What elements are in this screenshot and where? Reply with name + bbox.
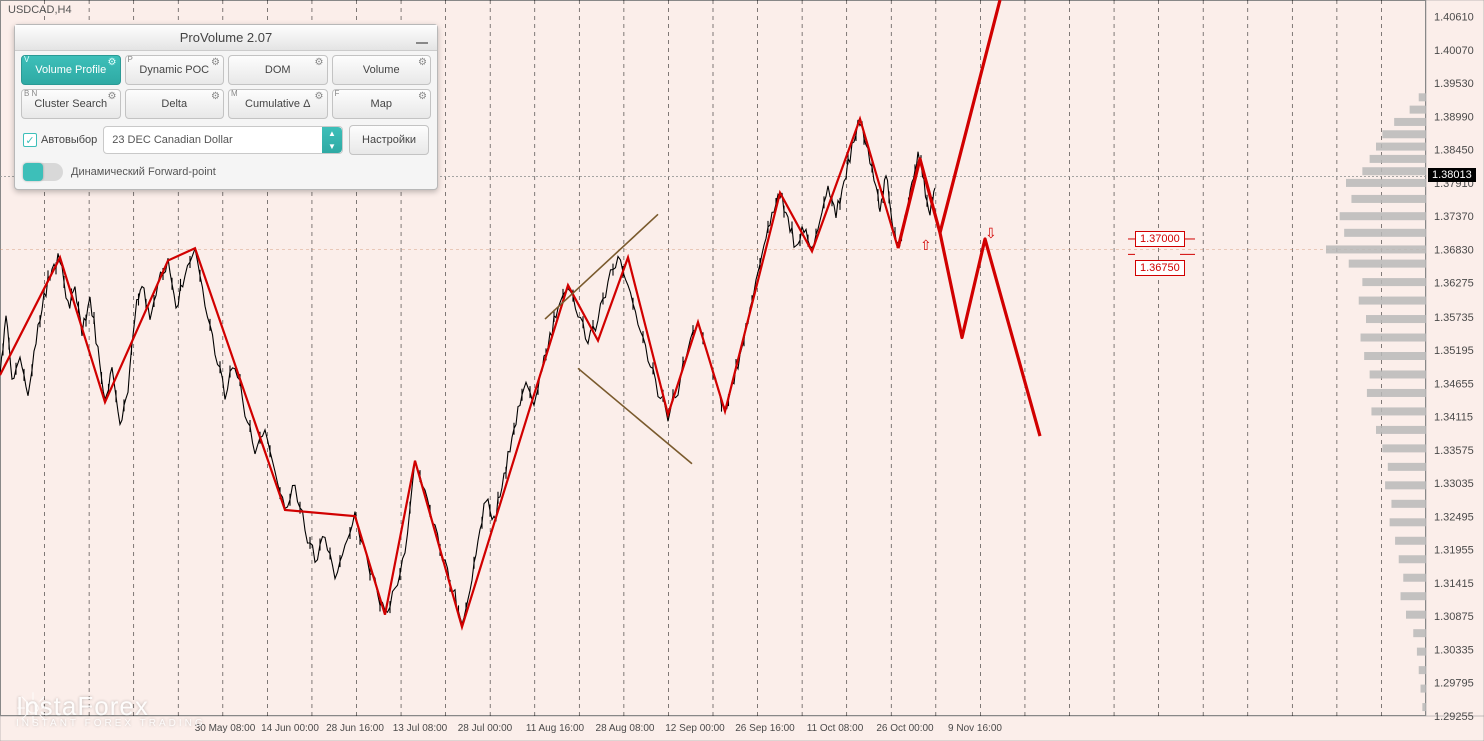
- watermark: InstaForex INSTANT FOREX TRADING: [16, 691, 206, 729]
- gear-icon[interactable]: ⚙: [418, 57, 427, 68]
- svg-text:1.31415: 1.31415: [1434, 578, 1474, 590]
- gear-icon[interactable]: ⚙: [211, 91, 220, 102]
- autoselect-label: Автовыбор: [41, 134, 97, 146]
- up-arrow-icon: ⇧: [920, 237, 932, 254]
- gear-icon[interactable]: ⚙: [418, 91, 427, 102]
- panel-btn-cumulative-[interactable]: MCumulative Δ⚙: [228, 89, 328, 119]
- spin-down-icon[interactable]: ▼: [322, 140, 342, 153]
- svg-text:1.37370: 1.37370: [1434, 211, 1474, 223]
- svg-text:28 Aug 08:00: 28 Aug 08:00: [596, 723, 655, 734]
- panel-btn-dom[interactable]: DOM⚙: [228, 55, 328, 85]
- svg-text:9 Nov 16:00: 9 Nov 16:00: [948, 723, 1002, 734]
- svg-text:1.35735: 1.35735: [1434, 312, 1474, 324]
- minimize-button[interactable]: [413, 32, 431, 44]
- symbol-label: USDCAD,H4: [8, 4, 72, 16]
- panel-btn-cluster-search[interactable]: B NCluster Search⚙: [21, 89, 121, 119]
- forward-point-label: Динамический Forward-point: [71, 166, 216, 178]
- autoselect-checkbox[interactable]: ✓ Автовыбор: [23, 133, 97, 147]
- svg-text:1.31955: 1.31955: [1434, 545, 1474, 557]
- svg-text:1.40610: 1.40610: [1434, 12, 1474, 24]
- svg-text:26 Oct 00:00: 26 Oct 00:00: [876, 723, 934, 734]
- svg-text:1.36830: 1.36830: [1434, 244, 1474, 256]
- svg-text:1.34655: 1.34655: [1434, 378, 1474, 390]
- svg-text:1.35195: 1.35195: [1434, 345, 1474, 357]
- svg-text:1.29255: 1.29255: [1434, 711, 1474, 723]
- panel-btn-delta[interactable]: Delta⚙: [125, 89, 225, 119]
- svg-text:12 Sep 00:00: 12 Sep 00:00: [665, 723, 725, 734]
- svg-text:28 Jul 00:00: 28 Jul 00:00: [458, 723, 513, 734]
- panel-btn-volume-profile[interactable]: VVolume Profile⚙: [21, 55, 121, 85]
- svg-text:1.38990: 1.38990: [1434, 111, 1474, 123]
- gear-icon[interactable]: ⚙: [315, 91, 324, 102]
- svg-text:1.39530: 1.39530: [1434, 78, 1474, 90]
- svg-text:14 Jun 00:00: 14 Jun 00:00: [261, 723, 319, 734]
- down-arrow-icon: ⇩: [985, 225, 997, 242]
- svg-text:13 Jul 08:00: 13 Jul 08:00: [393, 723, 448, 734]
- svg-text:1.34115: 1.34115: [1434, 412, 1473, 424]
- price-label-1.36750: 1.36750: [1135, 260, 1185, 276]
- svg-text:1.40070: 1.40070: [1434, 45, 1474, 57]
- settings-button[interactable]: Настройки: [349, 125, 429, 155]
- panel-btn-map[interactable]: FMap⚙: [332, 89, 432, 119]
- panel-titlebar[interactable]: ProVolume 2.07: [15, 25, 437, 51]
- price-label-1.37000: 1.37000: [1135, 231, 1185, 247]
- gear-icon[interactable]: ⚙: [108, 57, 117, 68]
- svg-text:26 Sep 16:00: 26 Sep 16:00: [735, 723, 795, 734]
- gear-icon[interactable]: ⚙: [211, 57, 220, 68]
- svg-text:11 Aug 16:00: 11 Aug 16:00: [526, 723, 585, 734]
- svg-text:11 Oct 08:00: 11 Oct 08:00: [807, 723, 864, 734]
- svg-text:1.30875: 1.30875: [1434, 611, 1474, 623]
- svg-text:1.30335: 1.30335: [1434, 644, 1474, 656]
- svg-text:1.36275: 1.36275: [1434, 278, 1474, 290]
- svg-text:1.38450: 1.38450: [1434, 145, 1474, 157]
- svg-text:1.29795: 1.29795: [1434, 678, 1474, 690]
- panel-title: ProVolume 2.07: [180, 30, 273, 45]
- instrument-value: 23 DEC Canadian Dollar: [112, 134, 232, 146]
- instrument-select[interactable]: 23 DEC Canadian Dollar ▲▼: [103, 126, 343, 154]
- svg-text:1.33035: 1.33035: [1434, 478, 1474, 490]
- sun-icon: [16, 691, 50, 725]
- panel-btn-volume[interactable]: Volume⚙: [332, 55, 432, 85]
- svg-text:28 Jun 16:00: 28 Jun 16:00: [326, 723, 384, 734]
- svg-text:1.33575: 1.33575: [1434, 445, 1474, 457]
- forward-point-switch[interactable]: [23, 163, 63, 181]
- provolume-panel[interactable]: ProVolume 2.07 VVolume Profile⚙PDynamic …: [14, 24, 438, 190]
- gear-icon[interactable]: ⚙: [315, 57, 324, 68]
- svg-text:1.32495: 1.32495: [1434, 511, 1474, 523]
- panel-btn-dynamic-poc[interactable]: PDynamic POC⚙: [125, 55, 225, 85]
- check-icon: ✓: [23, 133, 37, 147]
- current-price-tag: 1.38013: [1428, 168, 1476, 182]
- spin-up-icon[interactable]: ▲: [322, 127, 342, 140]
- gear-icon[interactable]: ⚙: [108, 91, 117, 102]
